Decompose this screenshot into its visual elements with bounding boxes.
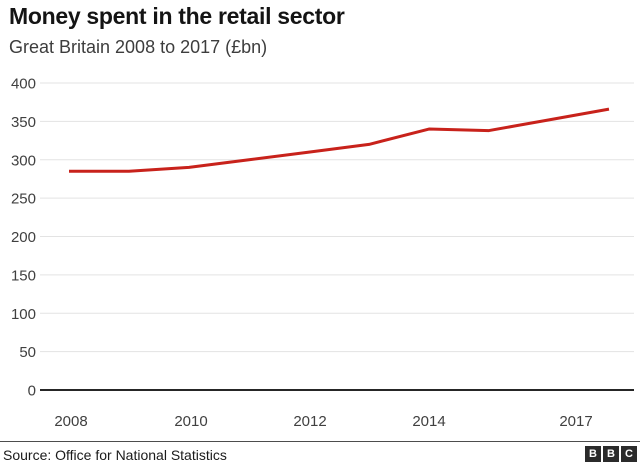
retail-spending-chart: 0 50 100 150 200 250 300 350 400 2008 2010 2012 2014… (11, 76, 634, 430)
retail-spending-line (69, 107, 610, 173)
source-attribution: Source: Office for National Statistics (3, 447, 227, 463)
y-axis-tick-label: 100 (11, 306, 36, 323)
bbc-logo: B B C (585, 446, 637, 462)
x-axis-tick-label: 2017 (559, 413, 592, 430)
page-title: Money spent in the retail sector (9, 3, 345, 29)
x-axis-tick-label: 2008 (54, 413, 87, 430)
x-axis-tick-label: 2012 (293, 413, 326, 430)
x-axis-tick-label: 2010 (174, 413, 207, 430)
bbc-logo-block: C (621, 446, 637, 462)
x-axis-tick-label: 2014 (412, 413, 445, 430)
bbc-logo-block: B (585, 446, 601, 462)
chart-subtitle: Great Britain 2008 to 2017 (£bn) (9, 37, 268, 57)
y-axis-tick-label: 200 (11, 229, 36, 246)
footer-divider (0, 441, 640, 442)
y-axis-tick-label: 0 (28, 383, 36, 400)
y-axis-tick-label: 150 (11, 267, 36, 284)
y-axis-tick-label: 400 (11, 76, 36, 93)
y-axis-tick-label: 300 (11, 152, 36, 169)
y-axis-tick-label: 350 (11, 114, 36, 131)
y-axis-tick-label: 50 (19, 344, 36, 361)
bbc-logo-block: B (603, 446, 619, 462)
y-axis-tick-label: 250 (11, 191, 36, 208)
